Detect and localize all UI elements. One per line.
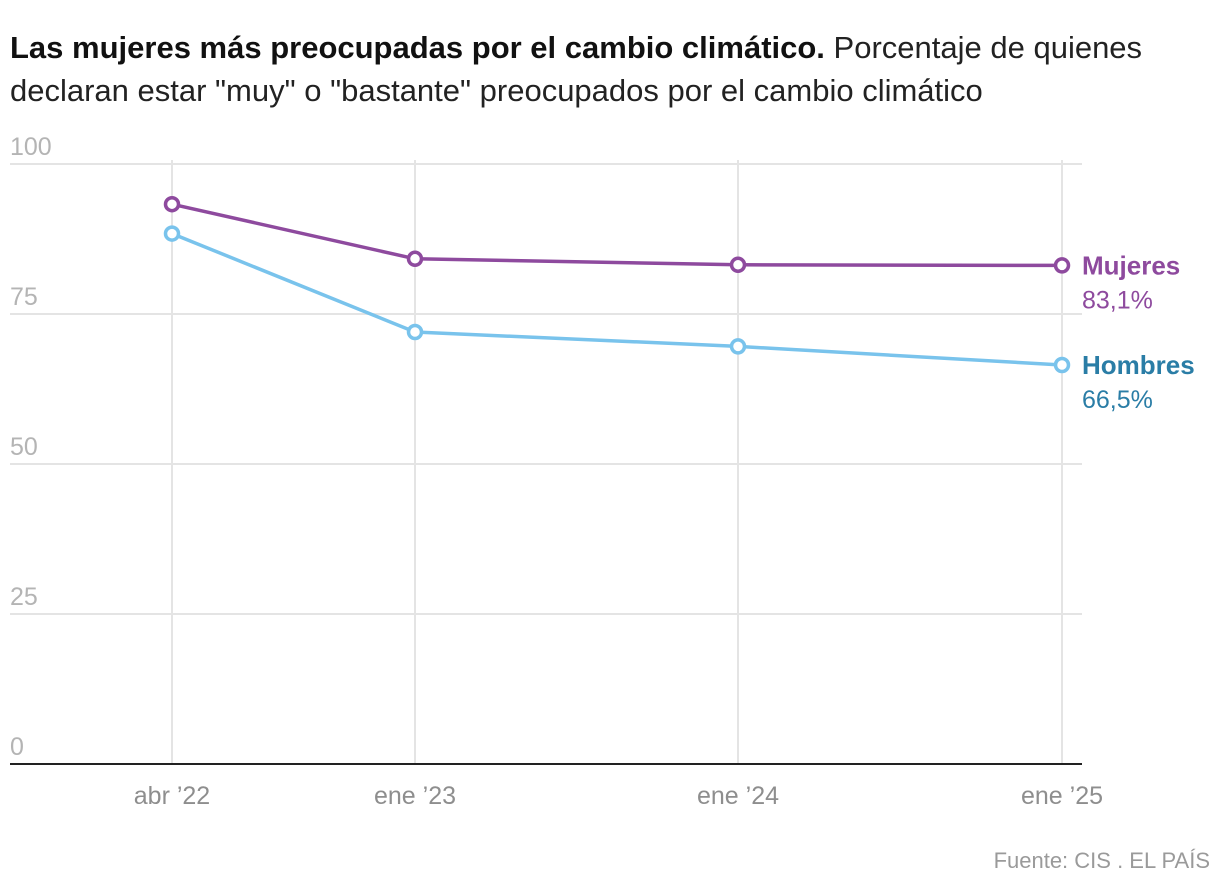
x-tick-label-1: ene ’23 [374, 782, 456, 810]
x-axis-ticks: abr ’22 ene ’23 ene ’24 ene ’25 [134, 782, 1103, 810]
series-points [163, 195, 1071, 374]
series-label-hombres: Hombres [1082, 350, 1195, 380]
x-tick-label-2: ene ’24 [697, 782, 779, 810]
data-point-hombres-2 [729, 338, 747, 355]
y-tick-label-0: 0 [10, 733, 24, 761]
x-tick-label-0: abr ’22 [134, 782, 210, 810]
data-point-mujeres-3 [1053, 257, 1071, 274]
data-point-hombres-1 [406, 323, 424, 341]
series-label-mujeres: Mujeres [1082, 250, 1180, 280]
data-point-mujeres-0 [163, 195, 181, 213]
grid-layer [10, 160, 1082, 765]
y-axis-ticks: 0 25 50 75 100 [10, 133, 52, 761]
y-tick-label-100: 100 [10, 133, 52, 161]
chart-title-block: Las mujeres más preocupadas por el cambi… [10, 26, 1210, 112]
y-tick-label-75: 75 [10, 283, 38, 311]
series-lines [171, 202, 1063, 367]
series-value-label-mujeres: 83,1% [1082, 286, 1153, 314]
y-tick-label-50: 50 [10, 433, 38, 461]
data-point-mujeres-1 [406, 250, 424, 268]
series-value-label-hombres: 66,5% [1082, 386, 1153, 414]
chart-subtitle: Porcentaje de quienes declaran estar "mu… [10, 30, 1143, 108]
data-point-hombres-0 [163, 225, 181, 242]
source-note: Fuente: CIS . EL PAÍS [994, 848, 1210, 873]
data-point-mujeres-2 [729, 256, 747, 274]
y-tick-label-25: 25 [10, 583, 38, 611]
series-line-hombres [171, 231, 1063, 367]
series-end-labels: Mujeres 83,1% Hombres 66,5% [1082, 250, 1195, 414]
chart-title: Las mujeres más preocupadas por el cambi… [10, 30, 825, 65]
data-point-hombres-3 [1053, 356, 1071, 374]
series-line-mujeres [171, 202, 1063, 268]
x-tick-label-3: ene ’25 [1021, 782, 1103, 810]
